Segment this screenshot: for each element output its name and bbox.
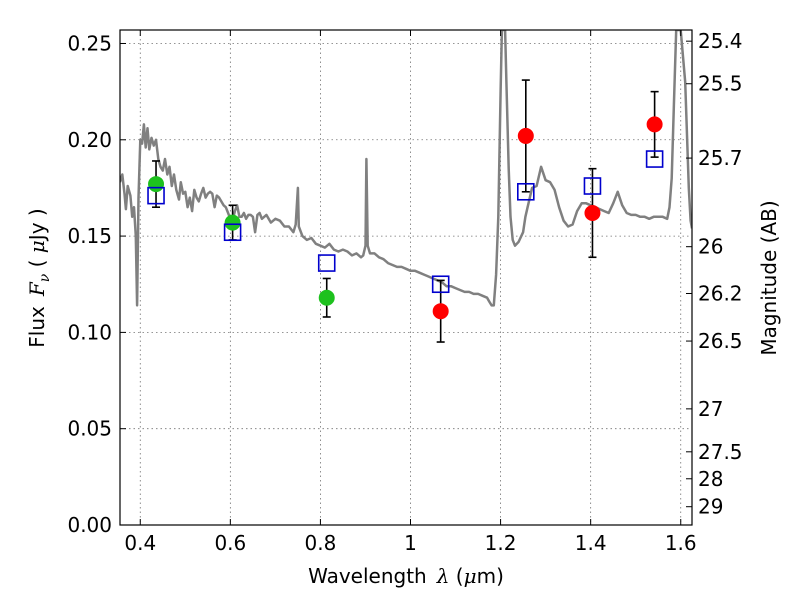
observed-flux-point xyxy=(432,303,449,320)
y-axis-label: FluxFν ( μJy ) xyxy=(25,208,53,347)
sed-model-curve-layer xyxy=(120,30,692,307)
model-flux-square xyxy=(223,223,242,242)
x-tick-label: 0.4 xyxy=(124,531,156,555)
observed-flux-point xyxy=(148,176,165,193)
observed-flux-point xyxy=(224,214,241,231)
plot-frame xyxy=(119,29,693,526)
x-tick-label: 0.6 xyxy=(214,531,246,555)
observed-flux-point xyxy=(517,127,534,144)
model-flux-square xyxy=(517,182,535,201)
x-tick-label: 1.2 xyxy=(485,531,517,555)
y-tick-label: 0.20 xyxy=(67,128,112,152)
x-tick-label: 1 xyxy=(404,531,417,555)
y2-tick-label: 25.5 xyxy=(698,72,743,96)
y2-tick-label: 28 xyxy=(698,467,723,491)
y-tick-label: 0.25 xyxy=(67,31,112,55)
y2-tick-label: 26.2 xyxy=(698,281,743,305)
model-flux-square xyxy=(583,177,602,195)
x-tick-label: 0.8 xyxy=(305,531,337,555)
model-flux-square xyxy=(431,275,450,294)
model-flux-square xyxy=(645,150,664,168)
axis-ticks: 0.4 0.6 0.8 1 1.2 1.4 1.6 0.00 0.05 0.10 0.15 0.20 0… xyxy=(67,29,742,555)
y-tick-label: 0.00 xyxy=(67,513,112,537)
observed-flux-point xyxy=(584,204,601,221)
y2-tick-label: 25.4 xyxy=(698,29,743,53)
y2-tick-label: 27 xyxy=(698,397,723,421)
y2-axis-label: Magnitude (AB) xyxy=(757,200,781,355)
grid xyxy=(120,30,692,525)
x-axis-label: Wavelength λ (μm) xyxy=(308,564,504,588)
y-tick-label: 0.05 xyxy=(67,417,112,441)
x-tick-label: 1.4 xyxy=(575,531,607,555)
y2-tick-label: 29 xyxy=(698,495,723,519)
observed-flux-point xyxy=(646,116,663,133)
observed-flux-point xyxy=(318,289,335,306)
y2-tick-label: 26.5 xyxy=(698,329,743,353)
x-tick-label: 1.6 xyxy=(665,531,697,555)
y-tick-label: 0.10 xyxy=(67,320,112,344)
model-flux-square xyxy=(147,186,165,205)
y-tick-label: 0.15 xyxy=(67,224,112,248)
sed-model-curve xyxy=(120,30,692,307)
y2-tick-label: 25.7 xyxy=(698,146,743,170)
model-flux-square xyxy=(317,254,336,272)
data-points-layer xyxy=(147,79,664,343)
y2-tick-label: 27.5 xyxy=(698,440,743,464)
y2-tick-label: 26 xyxy=(698,235,723,259)
